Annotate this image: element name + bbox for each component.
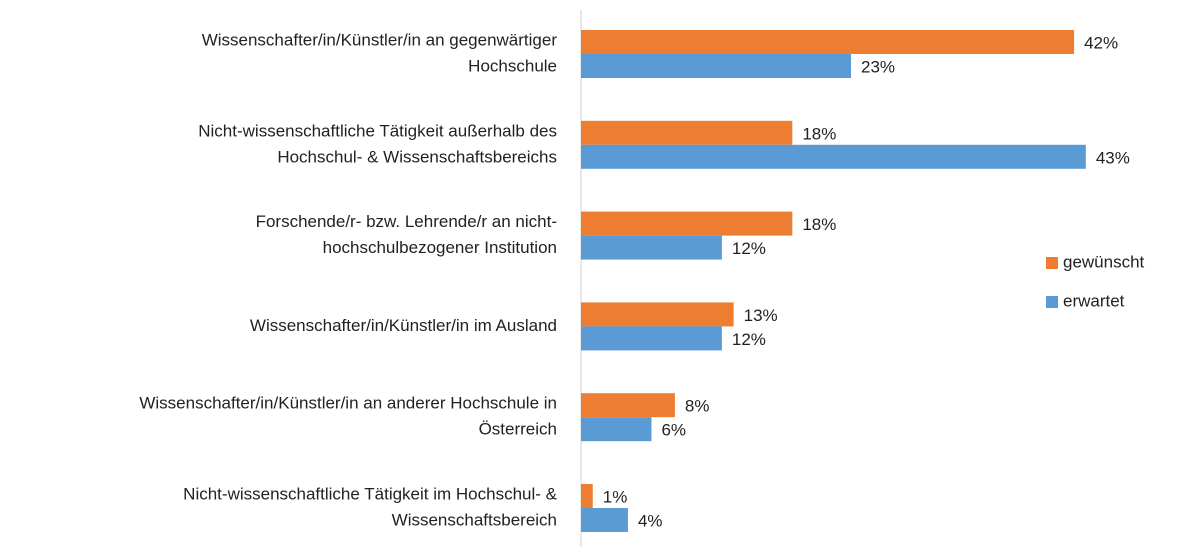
bar (581, 211, 793, 236)
category-label: Österreich (479, 420, 557, 439)
legend-swatch (1046, 296, 1058, 308)
legend-label: erwartet (1063, 291, 1125, 310)
bar (581, 508, 628, 532)
value-label: 6% (661, 421, 686, 440)
bar (581, 417, 652, 442)
value-label: 18% (802, 124, 836, 143)
value-label: 12% (732, 239, 766, 258)
category-label: Wissenschafter/in/Künstler/in im Ausland (250, 316, 557, 335)
category-label: Nicht-wissenschaftliche Tätigkeit außerh… (198, 121, 557, 140)
bar (581, 144, 1086, 169)
bar (581, 393, 675, 418)
value-label: 42% (1084, 33, 1118, 52)
value-label: 18% (802, 215, 836, 234)
value-label: 12% (732, 330, 766, 349)
category-label: Hochschul- & Wissenschaftsbereichs (277, 147, 557, 166)
value-label: 8% (685, 397, 710, 416)
bar (581, 326, 722, 351)
bar (581, 484, 593, 508)
legend-swatch (1046, 257, 1058, 269)
category-label: Wissenschaftsbereich (392, 510, 557, 529)
category-label: Wissenschafter/in/Künstler/in an anderer… (139, 394, 557, 413)
category-label: Wissenschafter/in/Künstler/in an gegenwä… (202, 30, 558, 49)
value-label: 4% (638, 511, 663, 530)
bar (581, 30, 1075, 54)
category-label: hochschulbezogener Institution (323, 238, 557, 257)
value-label: 13% (744, 306, 778, 325)
bar (581, 235, 722, 260)
bar (581, 302, 734, 327)
bar (581, 120, 793, 145)
category-label: Hochschule (468, 56, 557, 75)
value-label: 1% (603, 487, 628, 506)
category-label: Forschende/r- bzw. Lehrende/r an nicht- (256, 212, 557, 231)
value-label: 43% (1096, 148, 1130, 167)
category-label: Nicht-wissenschaftliche Tätigkeit im Hoc… (183, 484, 557, 503)
legend-label: gewünscht (1063, 252, 1145, 271)
value-label: 23% (861, 57, 895, 76)
bar (581, 54, 852, 78)
